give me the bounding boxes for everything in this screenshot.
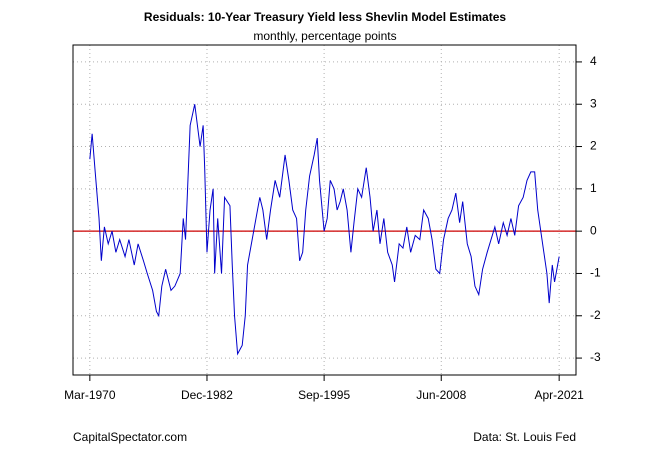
- series-line: [89, 104, 560, 356]
- y-tick-label: 3: [590, 96, 597, 110]
- y-tick-label: 2: [590, 139, 597, 153]
- x-tick-label: Jun-2008: [416, 388, 466, 402]
- plot-frame: [72, 44, 577, 376]
- chart-subtitle: monthly, percentage points: [253, 29, 396, 43]
- y-tick-label: 4: [590, 54, 597, 68]
- x-tick-label: Dec-1982: [181, 388, 233, 402]
- y-tick-label: -3: [590, 350, 601, 364]
- y-tick-label: 1: [590, 181, 597, 195]
- y-tick-label: -1: [590, 266, 601, 280]
- chart-title: Residuals: 10-Year Treasury Yield less S…: [144, 10, 506, 24]
- x-tick-label: Mar-1970: [64, 388, 116, 402]
- y-tick-label: 0: [590, 223, 597, 237]
- source-right: Data: St. Louis Fed: [473, 430, 576, 444]
- y-tick-label: -2: [590, 308, 601, 322]
- x-tick-label: Sep-1995: [298, 388, 350, 402]
- source-left: CapitalSpectator.com: [73, 430, 187, 444]
- x-tick-label: Apr-2021: [534, 388, 584, 402]
